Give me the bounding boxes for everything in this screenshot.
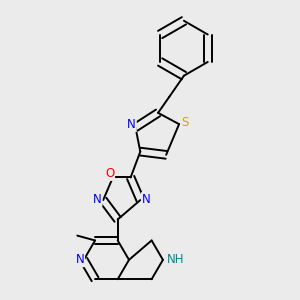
Text: N: N bbox=[127, 118, 136, 131]
Text: N: N bbox=[76, 253, 84, 266]
Text: N: N bbox=[93, 193, 102, 206]
Text: N: N bbox=[142, 193, 151, 206]
Text: S: S bbox=[181, 116, 189, 129]
Text: NH: NH bbox=[167, 253, 184, 266]
Text: O: O bbox=[105, 167, 114, 180]
